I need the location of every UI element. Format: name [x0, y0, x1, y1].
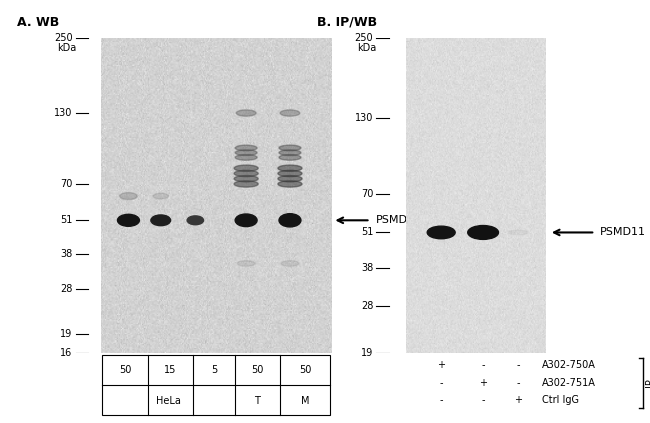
- Ellipse shape: [236, 110, 256, 116]
- Text: 130: 130: [55, 108, 73, 118]
- Ellipse shape: [427, 226, 455, 239]
- Ellipse shape: [235, 214, 257, 227]
- Text: 50: 50: [299, 365, 311, 375]
- Ellipse shape: [153, 193, 168, 199]
- Text: HeLa: HeLa: [156, 396, 181, 406]
- Text: +: +: [437, 360, 445, 370]
- Ellipse shape: [279, 154, 301, 160]
- Text: 50: 50: [251, 365, 263, 375]
- Text: 70: 70: [60, 179, 73, 189]
- Text: B. IP/WB: B. IP/WB: [317, 16, 377, 29]
- Text: +: +: [514, 396, 522, 405]
- Ellipse shape: [234, 176, 258, 182]
- Ellipse shape: [235, 150, 257, 156]
- Text: 15: 15: [164, 365, 177, 375]
- Ellipse shape: [187, 216, 203, 225]
- Text: 51: 51: [60, 215, 73, 225]
- Text: -: -: [516, 378, 520, 388]
- Text: 16: 16: [60, 348, 73, 358]
- Ellipse shape: [278, 170, 302, 177]
- Text: -: -: [439, 396, 443, 405]
- Ellipse shape: [278, 181, 302, 187]
- Text: 51: 51: [361, 228, 373, 237]
- Ellipse shape: [237, 261, 255, 266]
- Text: 70: 70: [361, 189, 373, 199]
- Text: T: T: [254, 396, 260, 406]
- Text: 28: 28: [60, 284, 73, 294]
- Text: kDa: kDa: [357, 43, 376, 53]
- Ellipse shape: [118, 214, 139, 226]
- Text: kDa: kDa: [57, 43, 76, 53]
- Text: 38: 38: [361, 264, 373, 273]
- Text: -: -: [482, 360, 485, 370]
- Text: A302-751A: A302-751A: [542, 378, 596, 388]
- Text: A. WB: A. WB: [18, 16, 60, 29]
- Text: 130: 130: [355, 113, 373, 123]
- Text: PSMD11: PSMD11: [376, 215, 422, 225]
- Text: 5: 5: [211, 365, 217, 375]
- Ellipse shape: [235, 154, 257, 160]
- Ellipse shape: [280, 110, 300, 116]
- Ellipse shape: [279, 150, 301, 156]
- Text: 50: 50: [119, 365, 131, 375]
- Text: +: +: [479, 378, 487, 388]
- Ellipse shape: [234, 181, 258, 187]
- Text: -: -: [482, 396, 485, 405]
- Ellipse shape: [279, 214, 301, 227]
- Text: IP: IP: [645, 378, 650, 387]
- Text: M: M: [301, 396, 309, 406]
- Ellipse shape: [508, 230, 528, 235]
- Ellipse shape: [281, 261, 299, 266]
- Text: 19: 19: [60, 329, 73, 338]
- Text: Ctrl IgG: Ctrl IgG: [542, 396, 579, 405]
- Ellipse shape: [120, 192, 137, 200]
- Text: 28: 28: [361, 301, 373, 311]
- Ellipse shape: [151, 215, 170, 225]
- Text: A302-750A: A302-750A: [542, 360, 596, 370]
- Text: -: -: [516, 360, 520, 370]
- Text: PSMD11: PSMD11: [599, 228, 645, 237]
- Ellipse shape: [278, 176, 302, 182]
- Ellipse shape: [468, 225, 499, 239]
- Text: 250: 250: [355, 33, 373, 43]
- Text: 19: 19: [361, 348, 373, 358]
- Ellipse shape: [234, 165, 258, 171]
- Ellipse shape: [278, 165, 302, 171]
- Ellipse shape: [279, 145, 301, 151]
- Ellipse shape: [234, 170, 258, 177]
- Ellipse shape: [235, 145, 257, 151]
- Text: -: -: [439, 378, 443, 388]
- Text: 250: 250: [54, 33, 73, 43]
- Text: 38: 38: [60, 249, 73, 259]
